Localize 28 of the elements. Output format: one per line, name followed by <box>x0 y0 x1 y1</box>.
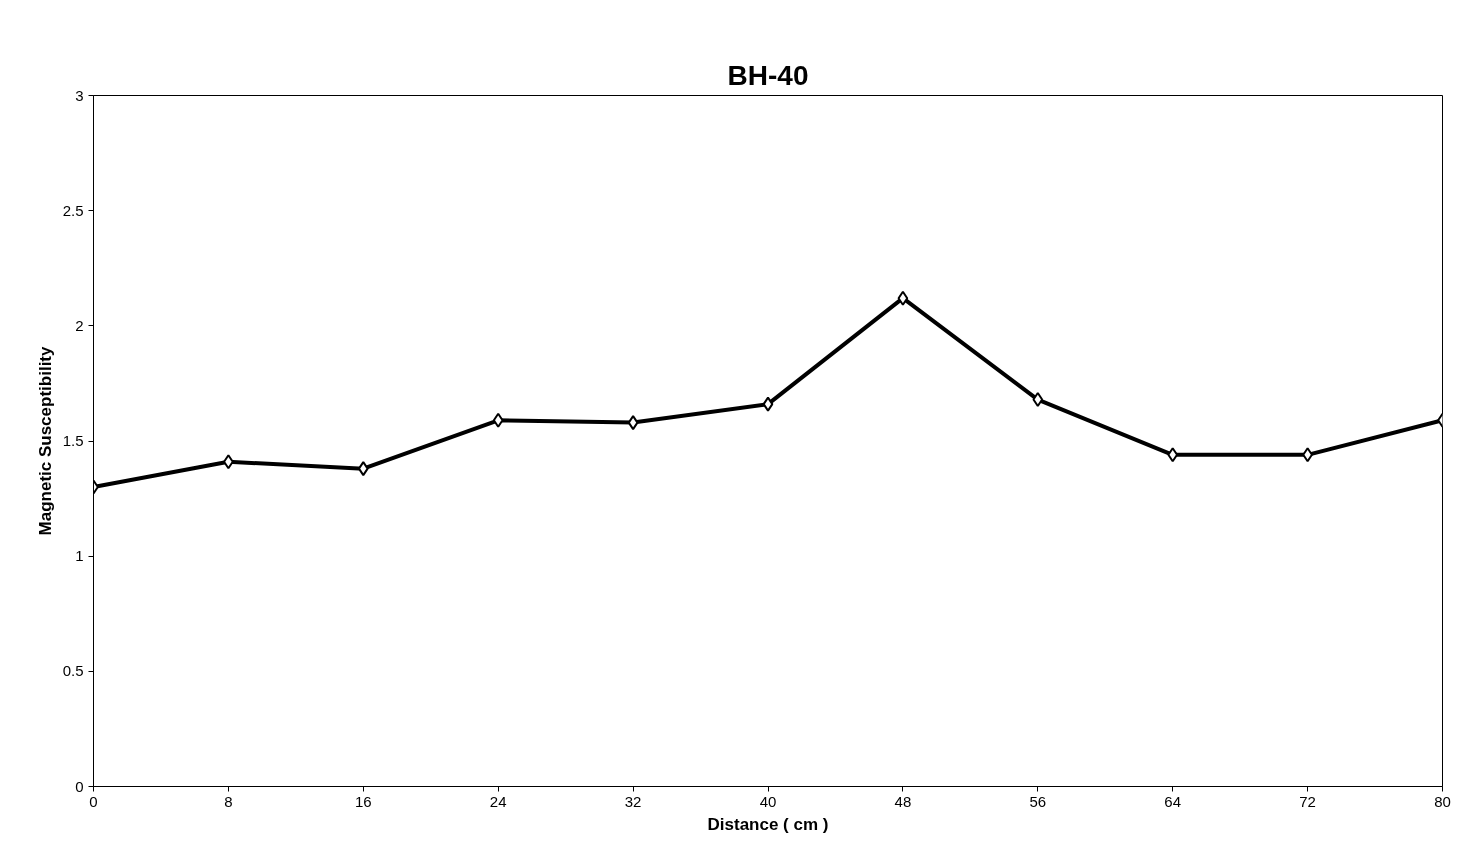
x-tick-label: 0 <box>89 792 98 810</box>
y-tick-label: 0 <box>75 777 84 795</box>
point <box>897 290 909 306</box>
y-tick-label: 1 <box>75 547 84 565</box>
y-tick-label: 3 <box>75 86 84 104</box>
x-tick-label: 64 <box>1164 792 1182 810</box>
point <box>1032 392 1044 408</box>
y-axis-title: Magnetic Susceptibility <box>35 345 55 536</box>
x-axis-title: Distance ( cm ) <box>707 814 829 834</box>
y-tick-label: 2.5 <box>62 201 84 219</box>
point <box>762 396 774 412</box>
point <box>357 461 369 477</box>
point <box>492 412 504 428</box>
chart-title: BH-40 <box>727 59 809 91</box>
x-tick-label: 48 <box>894 792 912 810</box>
x-tick-label: 72 <box>1299 792 1316 810</box>
y-tick-label: 1.5 <box>62 432 84 449</box>
x-tick-label: 24 <box>489 792 507 810</box>
x-tick-label: 8 <box>224 792 233 810</box>
x-tick-label: 16 <box>354 792 372 810</box>
x-tick-label: 32 <box>624 792 642 810</box>
x-tick-label: 56 <box>1029 792 1047 810</box>
point <box>627 415 639 431</box>
y-tick-label: 2 <box>75 316 84 334</box>
x-tick-label: 80 <box>1434 792 1451 810</box>
y-tick-label: 0.5 <box>62 662 84 680</box>
x-tick-label: 40 <box>759 792 777 810</box>
point <box>1167 447 1179 463</box>
